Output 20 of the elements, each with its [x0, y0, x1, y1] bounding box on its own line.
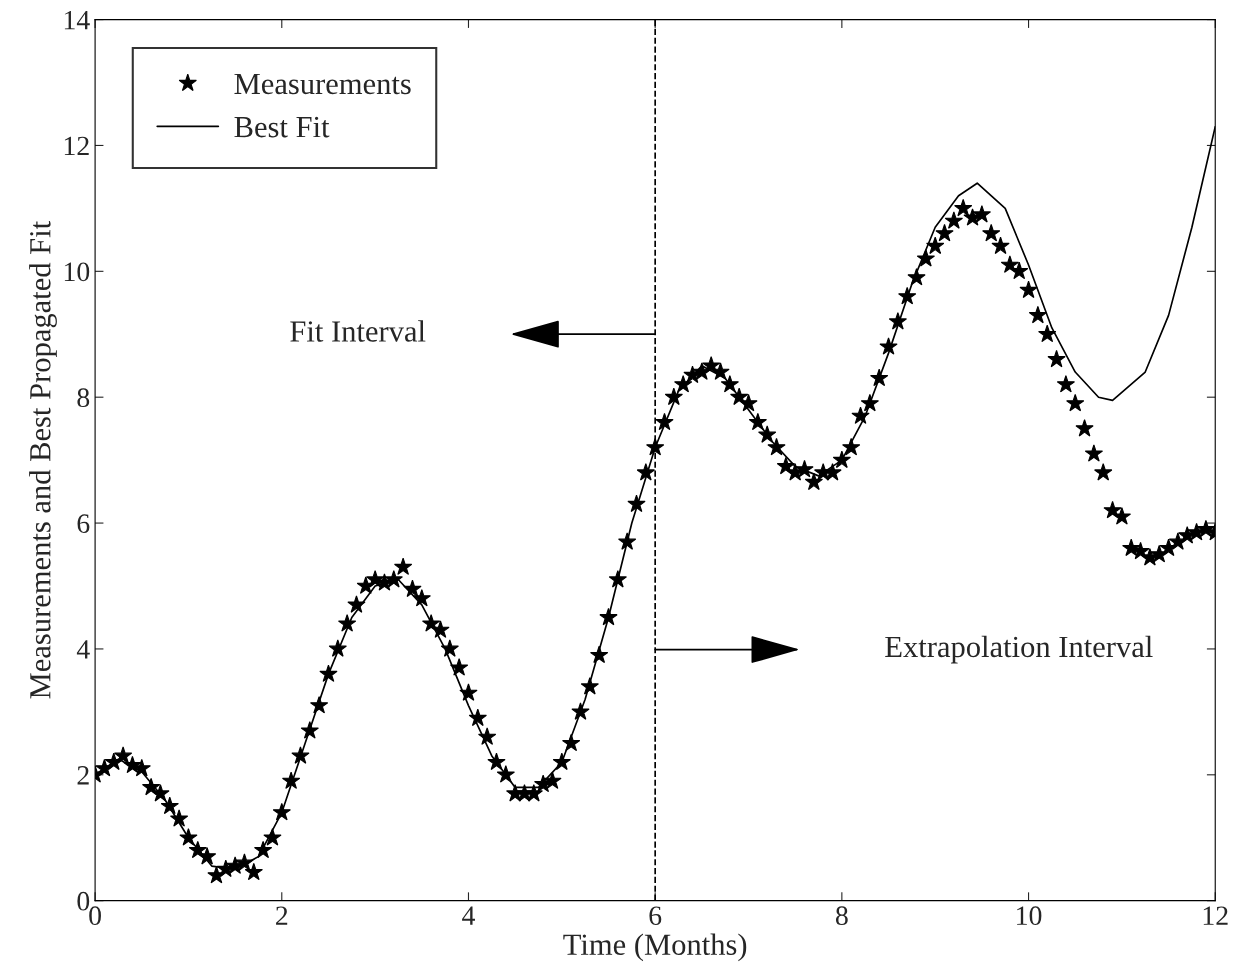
x-tick-label: 2: [276, 906, 288, 925]
y-axis-title: Measurements and Best Propagated Fit: [29, 221, 57, 699]
y-tick-label: 8: [77, 388, 90, 408]
x-axis-title: Time (Months): [563, 933, 747, 962]
x-tick-label: 4: [462, 906, 475, 925]
x-tick-label: 8: [835, 906, 848, 926]
x-tick-label: 6: [649, 906, 662, 926]
y-tick-label: 2: [77, 766, 89, 785]
y-tick-label: 14: [64, 10, 90, 30]
y-tick-label: 10: [64, 262, 90, 282]
y-tick-label: 12: [64, 136, 89, 156]
y-tick-label: 6: [77, 514, 90, 533]
y-tick-label: 0: [77, 891, 90, 911]
y-tick-label: 4: [76, 640, 90, 659]
annotation: Fit Interval: [290, 320, 426, 342]
annotation: Extrapolation Interval: [885, 635, 1153, 664]
x-tick-label: 10: [1017, 906, 1042, 926]
x-tick-label: 12: [1203, 906, 1228, 925]
legend-label: Measurements: [234, 73, 411, 95]
legend-label: Best Fit: [234, 116, 330, 138]
